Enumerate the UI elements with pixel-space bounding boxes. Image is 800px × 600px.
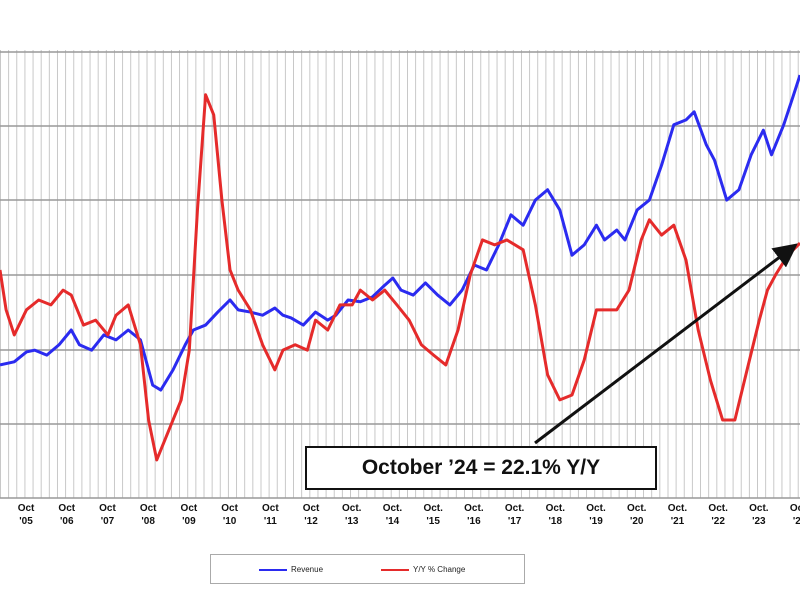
annotation-arrow (534, 243, 798, 445)
legend-swatch (259, 568, 287, 571)
vertical-grid (0, 50, 800, 498)
legend-label: Y/Y % Change (413, 565, 466, 574)
x-tick-label: Oct. '18 (545, 503, 566, 527)
x-tick-label: Oct. '22 (708, 503, 728, 527)
legend: Revenue Y/Y % Change (210, 554, 525, 584)
legend-item: Y/Y % Change (381, 565, 465, 574)
legend-item: Revenue (259, 565, 323, 574)
x-tick-label: Oct '12 (302, 503, 320, 527)
series-line (0, 93, 800, 462)
x-tick-label: Oct '06 (58, 503, 76, 527)
x-tick-label: Oct. '15 (423, 503, 443, 527)
annotation: October ’24 = 22.1% Y/Y (305, 446, 657, 490)
x-tick-label: Oct. '16 (464, 503, 484, 527)
x-tick-label: Oct. '19 (586, 503, 606, 527)
x-tick-label: Oct '09 (180, 503, 198, 527)
x-tick-label: Oct. '20 (627, 503, 647, 527)
x-tick-label: Oct. '14 (382, 503, 403, 527)
x-tick-label: Oct. '21 (667, 503, 688, 527)
legend-swatch (381, 568, 409, 571)
x-tick-label: Oct. '13 (342, 503, 362, 527)
x-tick-label: Oct '11 (261, 503, 279, 527)
x-tick-label: Oct. '23 (749, 503, 769, 527)
x-tick-label: Oct. '24 (789, 503, 800, 527)
x-tick-label: Oct '05 (17, 503, 35, 527)
x-tick-label: Oct '07 (99, 503, 116, 527)
x-tick-label: Oct '08 (139, 503, 157, 527)
horizontal-grid (0, 51, 800, 499)
x-tick-label: Oct '10 (221, 503, 238, 527)
x-tick-label: Oct. '17 (504, 503, 525, 527)
legend-label: Revenue (291, 565, 324, 574)
